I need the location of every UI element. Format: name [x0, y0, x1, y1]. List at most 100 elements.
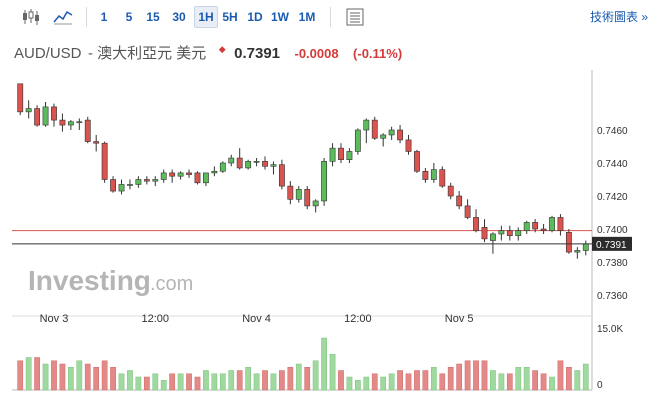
- candle[interactable]: [253, 158, 260, 167]
- candle[interactable]: [490, 232, 496, 254]
- volume-bar: [397, 370, 403, 391]
- candle[interactable]: [304, 186, 311, 210]
- candle[interactable]: [245, 159, 252, 170]
- chart-canvas: Investing .com 0.7460 0.7440 0.7420 0.7400 0.7…: [12, 70, 632, 391]
- timeframe-15[interactable]: 15: [146, 10, 160, 24]
- candle[interactable]: [565, 229, 572, 254]
- candle[interactable]: [464, 199, 471, 220]
- candle[interactable]: [312, 199, 319, 213]
- volume-bar: [287, 367, 294, 391]
- candle[interactable]: [515, 227, 522, 241]
- technical-chart-link[interactable]: 技術圖表 »: [589, 10, 648, 24]
- candle[interactable]: [219, 161, 226, 173]
- candle[interactable]: [84, 116, 91, 144]
- timeframe-1w[interactable]: 1W: [271, 10, 289, 24]
- candle[interactable]: [203, 172, 209, 187]
- candle[interactable]: [523, 220, 530, 234]
- candle[interactable]: [397, 125, 403, 144]
- candle[interactable]: [76, 118, 83, 130]
- candle[interactable]: [186, 169, 192, 178]
- candle[interactable]: [236, 148, 243, 170]
- candle[interactable]: [582, 240, 589, 256]
- candle[interactable]: [481, 219, 488, 243]
- candle[interactable]: [430, 163, 437, 183]
- candlestick-icon[interactable]: [20, 7, 42, 27]
- candle[interactable]: [42, 101, 49, 127]
- candle[interactable]: [67, 120, 74, 130]
- volume-bar: [194, 376, 201, 391]
- price-change-percent: (-0.11%): [353, 46, 403, 61]
- candle[interactable]: [152, 176, 159, 187]
- candle[interactable]: [25, 100, 32, 119]
- candle[interactable]: [228, 154, 235, 167]
- candle[interactable]: [506, 225, 513, 241]
- timeframe-30[interactable]: 30: [172, 10, 186, 24]
- price-chart[interactable]: Investing .com 0.7460 0.7440 0.7420 0.7400 0.7…: [0, 70, 658, 407]
- candle[interactable]: [557, 214, 564, 236]
- candle-body: [236, 157, 243, 169]
- candle[interactable]: [338, 143, 344, 163]
- candle[interactable]: [321, 158, 328, 206]
- candle[interactable]: [118, 179, 125, 195]
- candle-body: [414, 151, 420, 172]
- candle[interactable]: [388, 126, 395, 140]
- candle-body: [118, 184, 125, 192]
- timeframe-1h[interactable]: 1H: [194, 6, 218, 28]
- x-tick-label: 12:00: [142, 313, 170, 325]
- candle[interactable]: [287, 181, 294, 205]
- volume-bar: [532, 370, 538, 391]
- candle-body: [481, 227, 488, 240]
- candle[interactable]: [532, 219, 539, 233]
- table-icon[interactable]: [344, 7, 366, 27]
- candle[interactable]: [363, 118, 370, 144]
- candle[interactable]: [160, 169, 167, 183]
- timeframe-1[interactable]: 1: [100, 10, 108, 24]
- candle[interactable]: [380, 133, 387, 147]
- candle[interactable]: [447, 182, 454, 200]
- candle[interactable]: [135, 176, 142, 188]
- candle[interactable]: [371, 116, 378, 140]
- candle[interactable]: [498, 225, 505, 241]
- candle[interactable]: [211, 166, 218, 177]
- timeframe-5[interactable]: 5: [125, 10, 133, 24]
- volume-bar: [355, 380, 361, 391]
- candle[interactable]: [549, 215, 555, 233]
- volume-bar: [566, 367, 572, 391]
- candle[interactable]: [540, 224, 547, 234]
- candle[interactable]: [59, 113, 66, 132]
- volume-bar: [203, 370, 209, 391]
- candle[interactable]: [346, 148, 353, 163]
- candle[interactable]: [169, 169, 176, 183]
- candle[interactable]: [17, 83, 24, 116]
- candle[interactable]: [194, 171, 201, 185]
- timeframe-1m[interactable]: 1M: [298, 10, 316, 24]
- timeframe-5h[interactable]: 5H: [222, 10, 238, 24]
- candle[interactable]: [456, 191, 463, 210]
- candle[interactable]: [262, 156, 268, 170]
- volume-bar: [25, 357, 32, 391]
- candle[interactable]: [414, 149, 420, 173]
- candle[interactable]: [278, 159, 285, 190]
- candle[interactable]: [93, 134, 100, 152]
- candle[interactable]: [329, 143, 336, 167]
- volume-bar: [304, 367, 311, 391]
- candle[interactable]: [295, 186, 302, 203]
- area-chart-icon[interactable]: [52, 7, 74, 27]
- candle[interactable]: [405, 134, 412, 155]
- candle[interactable]: [439, 166, 446, 188]
- timeframe-1d[interactable]: 1D: [247, 10, 263, 24]
- candle[interactable]: [177, 171, 184, 180]
- candle[interactable]: [473, 209, 479, 233]
- candle[interactable]: [51, 103, 57, 127]
- candle[interactable]: [34, 105, 41, 127]
- candle[interactable]: [574, 247, 581, 259]
- candle[interactable]: [101, 141, 108, 183]
- candle[interactable]: [354, 128, 361, 155]
- candle[interactable]: [270, 161, 277, 175]
- candle[interactable]: [127, 179, 133, 190]
- candle[interactable]: [422, 167, 429, 183]
- candle[interactable]: [143, 176, 150, 185]
- volume-bar: [574, 370, 581, 391]
- candle[interactable]: [110, 176, 116, 193]
- volume-bar: [515, 367, 522, 391]
